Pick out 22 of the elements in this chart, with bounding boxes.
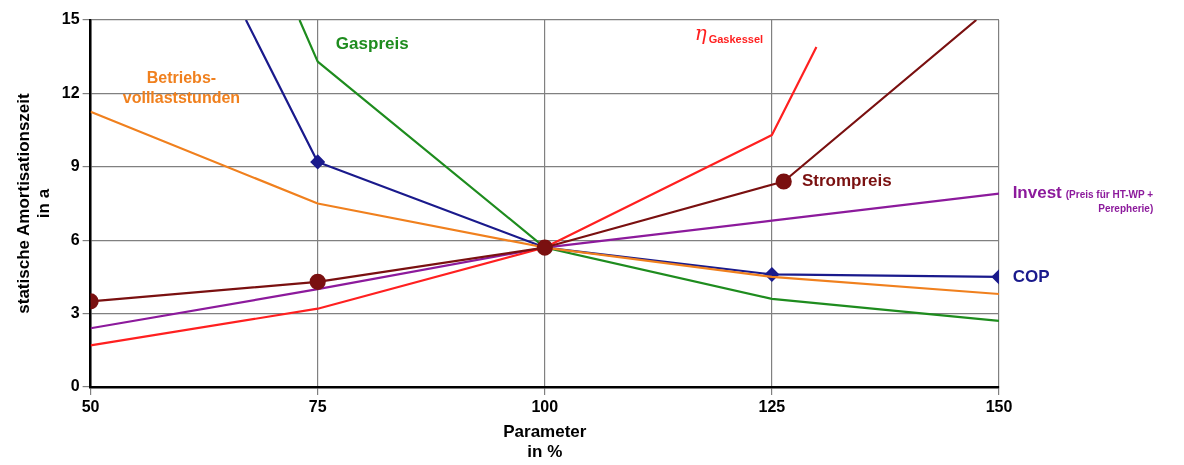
x-tick-label: 75 (308, 398, 327, 416)
y-tick-label: 0 (70, 377, 80, 395)
y-tick-label: 15 (61, 10, 80, 28)
x-axis-title: Parameter in % (503, 422, 587, 462)
text: ηGaskessel (694, 20, 764, 45)
x-tick-label: 100 (531, 398, 559, 416)
point (310, 154, 325, 170)
y-tick-label: 9 (70, 157, 80, 175)
series-label: Gaspreis (335, 34, 409, 54)
point (775, 173, 792, 190)
y-tick-label: 3 (70, 304, 80, 322)
series-label: Invest (Preis für HT-WP + Perepherie) (1012, 183, 1154, 215)
y-axis-title: statische Amortisationszeit in a (13, 92, 54, 314)
series-label: Strompreis (801, 171, 892, 191)
x-tick-label: 50 (81, 398, 100, 416)
x-tick-label: 150 (985, 398, 1013, 416)
y-tick-label: 12 (61, 83, 80, 101)
y-tick-label: 6 (70, 230, 80, 248)
series-label: COP (1012, 266, 1050, 286)
series-label: Betriebs- volllaststunden (122, 68, 241, 106)
point (309, 273, 326, 290)
x-tick-label: 125 (758, 398, 786, 416)
